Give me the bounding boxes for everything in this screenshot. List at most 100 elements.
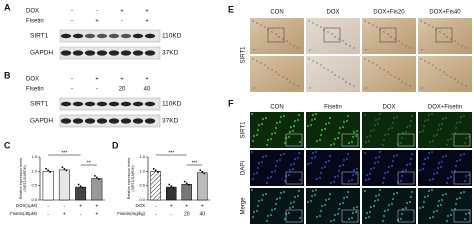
- cell-nucleus: [253, 49, 255, 51]
- column-label: Fisetin: [324, 105, 342, 111]
- cell-signal: [288, 168, 292, 172]
- cell-nucleus: [308, 20, 310, 22]
- cell-nucleus: [428, 24, 430, 26]
- zoom-box: [397, 209, 415, 223]
- cell-signal: [252, 210, 256, 214]
- cell-signal: [347, 217, 351, 221]
- cell-signal: [408, 124, 412, 128]
- cell-nucleus: [316, 62, 318, 64]
- condition-sign: -: [155, 203, 157, 209]
- cell-nucleus: [264, 26, 266, 28]
- cell-signal: [320, 128, 324, 132]
- cell-signal: [462, 114, 466, 118]
- cell-nucleus: [297, 47, 299, 49]
- zoom-box: [453, 209, 471, 223]
- cell-signal: [264, 192, 268, 196]
- cell-signal: [391, 121, 395, 125]
- cell-signal: [333, 175, 337, 179]
- cell-signal: [255, 171, 259, 175]
- cell-signal: [458, 196, 462, 200]
- cell-signal: [367, 215, 371, 219]
- condition-sign: +: [95, 203, 98, 209]
- cell-signal: [352, 206, 356, 210]
- condition-sign: +: [95, 19, 99, 25]
- cell-nucleus: [286, 78, 288, 80]
- cell-signal: [453, 169, 457, 173]
- cell-signal: [408, 200, 412, 204]
- cell-signal: [422, 162, 426, 166]
- y-axis-label: Relative expression levels: [19, 158, 23, 200]
- cell-nucleus: [368, 60, 370, 62]
- cell-signal: [288, 206, 292, 210]
- band: [60, 33, 72, 39]
- cell-signal: [282, 152, 286, 156]
- cell-signal: [430, 150, 434, 154]
- cell-signal: [400, 212, 404, 216]
- data-point: [156, 171, 159, 173]
- cell-signal: [287, 211, 291, 215]
- cell-signal: [337, 169, 341, 173]
- band: [60, 101, 72, 107]
- data-point: [203, 172, 206, 175]
- cell-signal: [372, 166, 376, 170]
- cell-nucleus: [446, 36, 448, 38]
- cell-nucleus: [439, 31, 441, 33]
- cell-signal: [287, 135, 291, 139]
- condition-sign: 20: [119, 87, 126, 93]
- band: [96, 33, 108, 39]
- cell-signal: [351, 211, 355, 215]
- band: [144, 33, 156, 39]
- cell-nucleus: [349, 45, 351, 47]
- ihc-image: [362, 56, 416, 92]
- bar: [150, 171, 161, 201]
- cell-nucleus: [461, 83, 463, 85]
- cell-nucleus: [264, 64, 266, 66]
- band: [96, 50, 108, 56]
- significance-label: ***: [192, 160, 198, 166]
- cell-signal: [350, 216, 354, 220]
- cell-signal: [367, 139, 371, 143]
- cell-signal: [368, 172, 372, 176]
- cell-nucleus: [424, 60, 426, 62]
- condition-sign: -: [71, 19, 73, 25]
- cell-nucleus: [331, 33, 333, 35]
- cell-nucleus: [256, 60, 258, 62]
- cell-signal: [264, 154, 268, 158]
- cell-signal: [352, 130, 356, 134]
- cell-signal: [445, 181, 449, 185]
- cell-signal: [426, 118, 430, 122]
- cell-nucleus: [405, 45, 407, 47]
- cell-signal: [450, 132, 454, 136]
- cell-signal: [464, 174, 468, 178]
- cell-signal: [310, 194, 314, 198]
- cell-signal: [455, 159, 459, 163]
- cell-nucleus: [260, 24, 262, 26]
- cell-signal: [382, 214, 386, 218]
- cell-nucleus: [401, 43, 403, 45]
- cell-signal: [376, 198, 380, 202]
- cell-signal: [445, 143, 449, 147]
- zoom-box: [341, 133, 359, 147]
- cell-signal: [383, 133, 387, 137]
- cell-signal: [436, 204, 440, 208]
- zoom-box: [397, 133, 415, 147]
- y-tick-label: 1.0: [31, 168, 37, 173]
- cell-signal: [298, 140, 302, 144]
- cell-signal: [270, 132, 274, 136]
- cell-nucleus: [409, 47, 411, 49]
- cell-signal: [266, 176, 270, 180]
- cell-signal: [404, 206, 408, 210]
- cell-signal: [311, 113, 315, 117]
- condition-label: DOX(1μM): [16, 203, 38, 208]
- cell-signal: [390, 126, 394, 130]
- y-axis-label: (SIRT1/GAPDH): [23, 165, 27, 191]
- data-point: [201, 170, 204, 173]
- cell-signal: [269, 137, 273, 141]
- cell-nucleus: [398, 40, 400, 42]
- cell-nucleus: [345, 43, 347, 45]
- cell-signal: [363, 151, 367, 155]
- cell-signal: [373, 199, 377, 203]
- cell-nucleus: [275, 33, 277, 35]
- cell-signal: [278, 196, 282, 200]
- column-label: DOX+Fis20: [373, 10, 405, 16]
